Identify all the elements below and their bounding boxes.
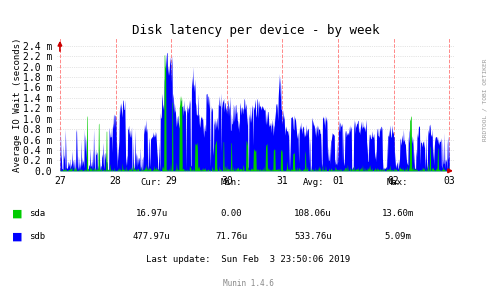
Title: Disk latency per device - by week: Disk latency per device - by week <box>132 24 380 37</box>
Text: 533.76u: 533.76u <box>294 232 332 241</box>
Text: Munin 1.4.6: Munin 1.4.6 <box>223 279 274 288</box>
Text: sdb: sdb <box>29 232 45 241</box>
Text: 13.60m: 13.60m <box>382 209 414 218</box>
Text: Last update:  Sun Feb  3 23:50:06 2019: Last update: Sun Feb 3 23:50:06 2019 <box>147 256 350 264</box>
Text: 477.97u: 477.97u <box>133 232 170 241</box>
Text: 108.06u: 108.06u <box>294 209 332 218</box>
Text: 71.76u: 71.76u <box>215 232 247 241</box>
Y-axis label: Average IO Wait (seconds): Average IO Wait (seconds) <box>12 37 21 172</box>
Text: 5.09m: 5.09m <box>384 232 411 241</box>
Text: Max:: Max: <box>387 178 409 187</box>
Text: Avg:: Avg: <box>302 178 324 187</box>
Text: ■: ■ <box>12 208 23 218</box>
Text: Min:: Min: <box>220 178 242 187</box>
Text: 16.97u: 16.97u <box>136 209 167 218</box>
Text: Cur:: Cur: <box>141 178 163 187</box>
Text: 0.00: 0.00 <box>220 209 242 218</box>
Text: RRDTOOL / TOBI OETIKER: RRDTOOL / TOBI OETIKER <box>482 58 487 140</box>
Text: sda: sda <box>29 209 45 218</box>
Text: ■: ■ <box>12 232 23 241</box>
